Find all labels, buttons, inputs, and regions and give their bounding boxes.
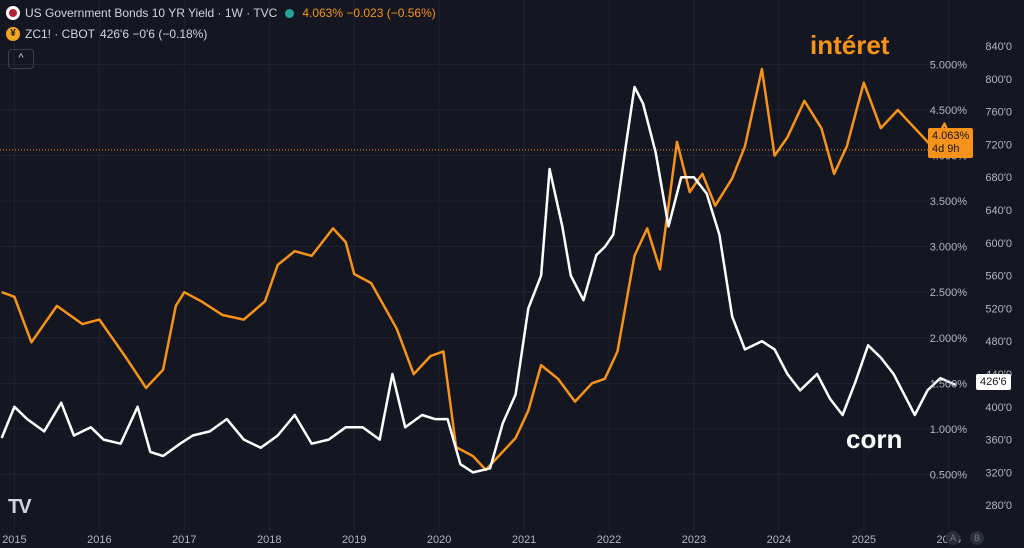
corn-axis-labels: 840'0 800'0 760'0 720'0 680'0 640'0 600'0 560'0… (985, 41, 1012, 512)
corn-tick-320'0: 320'0 (985, 467, 1012, 479)
x-tick-2022: 2022 (597, 534, 621, 546)
corn-symbol-icon: ¥ (6, 27, 20, 41)
corn-tick-760'0: 760'0 (985, 107, 1012, 119)
corn-tick-640'0: 640'0 (985, 205, 1012, 217)
annotation-interest: intéret (810, 30, 890, 60)
yield-tick-3.000%: 3.000% (930, 242, 968, 254)
legend-row-yield[interactable]: US Government Bonds 10 YR Yield · 1W · T… (6, 6, 436, 20)
yield-tick-4.500%: 4.500% (930, 105, 968, 117)
b-scale-button[interactable]: B (970, 531, 984, 545)
yield-tick-1.500%: 1.500% (930, 378, 968, 390)
time-axis-labels: 2015 2016 2017 2018 2019 2020 2021 2022 2023 2024… (2, 534, 961, 546)
legend-yield-values: 4.063% −0.023 (−0.56%) (302, 6, 436, 20)
yield-series-line (1, 67, 957, 472)
legend-row-corn[interactable]: ¥ ZC1! · CBOT 426'6 −0'6 (−0.18%) (6, 27, 207, 41)
grid-lines (0, 0, 970, 530)
x-tick-2024: 2024 (767, 534, 791, 546)
corn-tick-280'0: 280'0 (985, 500, 1012, 512)
yield-tick-1.000%: 1.000% (930, 424, 968, 436)
corn-tick-840'0: 840'0 (985, 41, 1012, 53)
yield-tick-2.000%: 2.000% (930, 333, 968, 345)
x-tick-2025: 2025 (852, 534, 876, 546)
us-flag-icon (6, 6, 20, 20)
x-tick-2020: 2020 (427, 534, 451, 546)
x-tick-2018: 2018 (257, 534, 281, 546)
legend-corn-symbol: ZC1! · CBOT (25, 27, 96, 41)
corn-tick-400'0: 400'0 (985, 402, 1012, 414)
corn-tick-480'0: 480'0 (985, 336, 1012, 348)
corn-tick-560'0: 560'0 (985, 271, 1012, 283)
collapse-legend-button[interactable]: ^ (8, 49, 34, 69)
corn-price-badge: 426'6 (976, 374, 1011, 390)
yield-tick-5.000%: 5.000% (930, 59, 968, 71)
market-status-icon (285, 8, 295, 18)
x-tick-2016: 2016 (87, 534, 111, 546)
legend-yield-title: US Government Bonds 10 YR Yield · 1W · T… (25, 6, 278, 20)
x-tick-2023: 2023 (682, 534, 706, 546)
corn-tick-520'0: 520'0 (985, 303, 1012, 315)
x-tick-2015: 2015 (2, 534, 26, 546)
yield-badge-value: 4.063% (932, 130, 970, 142)
corn-series-line (0, 85, 957, 474)
corn-tick-600'0: 600'0 (985, 238, 1012, 250)
auto-scale-button[interactable]: A (946, 531, 960, 545)
yield-tick-3.500%: 3.500% (930, 196, 968, 208)
corn-tick-720'0: 720'0 (985, 139, 1012, 151)
legend-corn-values: 426'6 −0'6 (−0.18%) (100, 27, 208, 41)
x-tick-2019: 2019 (342, 534, 366, 546)
yield-price-badge: 4.063% 4d 9h (928, 128, 974, 158)
x-tick-2021: 2021 (512, 534, 536, 546)
yield-tick-2.500%: 2.500% (930, 287, 968, 299)
corn-tick-360'0: 360'0 (985, 435, 1012, 447)
annotation-corn: corn (846, 424, 903, 454)
x-tick-2017: 2017 (172, 534, 196, 546)
corn-tick-680'0: 680'0 (985, 172, 1012, 184)
corn-tick-800'0: 800'0 (985, 74, 1012, 86)
yield-badge-countdown: 4d 9h (932, 143, 960, 155)
tradingview-logo: TV (8, 496, 32, 518)
yield-axis-labels: 5.000%4.500%4.000%3.500%3.000%2.500%2.00… (930, 59, 968, 481)
yield-tick-0.500%: 0.500% (930, 469, 968, 481)
